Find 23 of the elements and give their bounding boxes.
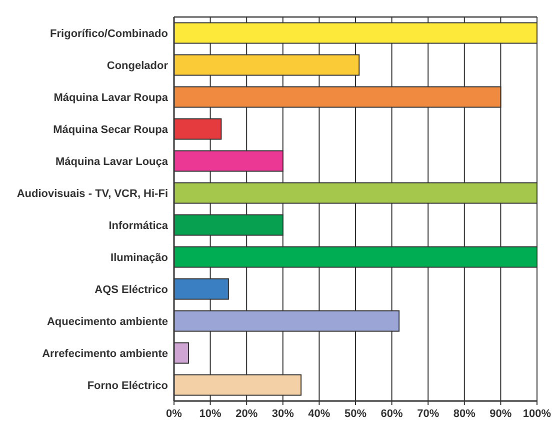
y-tick-label: Iluminação: [110, 252, 168, 264]
y-tick-label: Audiovisuais - TV, VCR, Hi-Fi: [16, 188, 168, 200]
y-tick-label: Máquina Lavar Roupa: [54, 92, 169, 104]
x-tick-label: 20%: [236, 408, 258, 420]
y-tick-label: Arrefecimento ambiente: [42, 348, 168, 360]
x-tick-label: 100%: [522, 408, 552, 420]
y-tick-label: Forno Eléctrico: [87, 380, 168, 392]
x-tick-label: 50%: [344, 408, 367, 420]
x-tick-label: 90%: [490, 408, 512, 420]
x-tick-label: 60%: [380, 408, 404, 420]
x-tick-label: 40%: [308, 408, 330, 420]
y-tick-label: Máquina Secar Roupa: [53, 124, 169, 136]
y-tick-label: AQS Eléctrico: [94, 284, 168, 296]
x-tick-label: 70%: [417, 408, 440, 420]
y-tick-label: Aquecimento ambiente: [46, 316, 168, 328]
x-tick-label: 80%: [453, 408, 476, 420]
y-tick-label: Informática: [108, 220, 169, 232]
x-tick-label: 0%: [166, 408, 182, 420]
x-tick-label: 10%: [199, 408, 222, 420]
y-tick-label: Frigorífico/Combinado: [50, 28, 168, 40]
y-tick-label: Máquina Lavar Louça: [56, 156, 169, 168]
y-tick-label: Congelador: [106, 60, 169, 72]
x-tick-label: 30%: [272, 408, 294, 420]
